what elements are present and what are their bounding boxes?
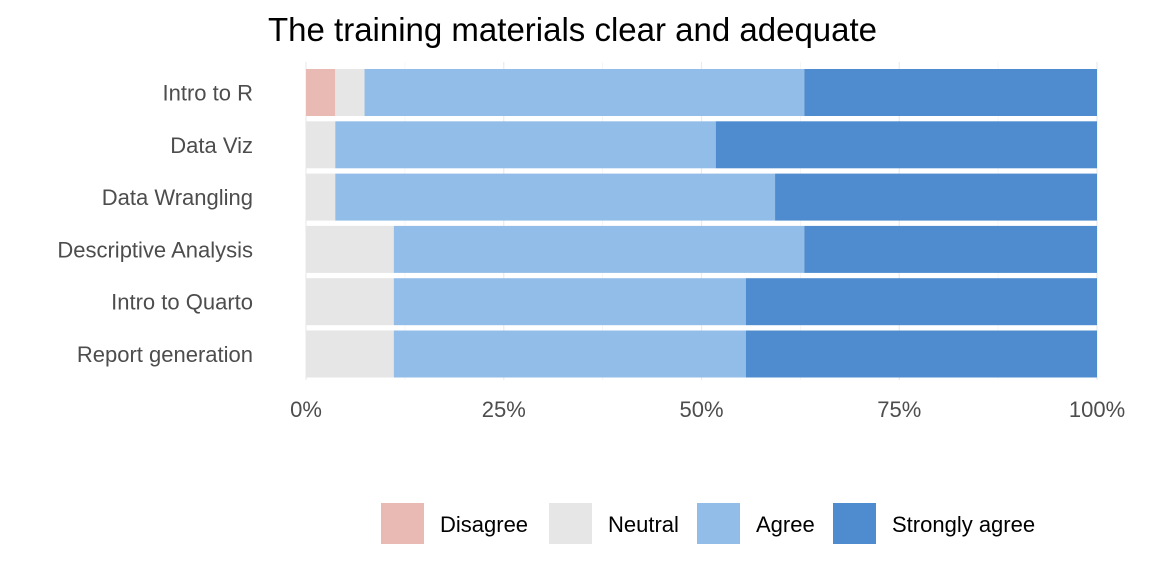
bar-segment-neutral (306, 225, 394, 273)
legend-label: Agree (756, 512, 815, 537)
bar-segment-agree (393, 225, 805, 273)
category-label: Data Viz (170, 133, 253, 158)
bar-segment-strongly-agree (745, 330, 1097, 378)
bars (306, 69, 1097, 378)
bar-segment-neutral (335, 69, 365, 116)
chart-title: The training materials clear and adequat… (268, 11, 877, 48)
legend: Disagree Neutral Agree Strongly agree (381, 503, 1035, 544)
bar-segment-strongly-agree (715, 121, 1097, 169)
bar-segment-agree (335, 121, 716, 169)
bar-segment-strongly-agree (745, 278, 1097, 326)
bar-segment-neutral (306, 173, 336, 221)
category-label: Intro to R (163, 81, 253, 106)
x-tick-labels: 0% 25% 50% 75% 100% (290, 397, 1125, 422)
category-label: Report generation (77, 342, 253, 367)
bar-segment-neutral (306, 278, 394, 326)
legend-key (833, 503, 876, 544)
legend-key (549, 503, 592, 544)
x-tick-label: 0% (290, 397, 322, 422)
category-label: Intro to Quarto (111, 290, 253, 315)
legend-key (381, 503, 424, 544)
bar-segment-disagree (306, 69, 336, 116)
category-label: Data Wrangling (102, 185, 253, 210)
x-tick-label: 50% (679, 397, 723, 422)
x-tick-label: 75% (877, 397, 921, 422)
legend-key (697, 503, 740, 544)
bar-segment-neutral (306, 121, 336, 169)
legend-label: Disagree (440, 512, 528, 537)
x-tick-label: 100% (1069, 397, 1125, 422)
bar-segment-strongly-agree (775, 173, 1097, 221)
bar-segment-agree (335, 173, 776, 221)
bar-segment-strongly-agree (804, 225, 1097, 273)
bar-segment-agree (393, 278, 746, 326)
bar-segment-neutral (306, 330, 394, 378)
legend-label: Strongly agree (892, 512, 1035, 537)
legend-label: Neutral (608, 512, 679, 537)
category-label: Descriptive Analysis (57, 237, 253, 262)
bar-segment-strongly-agree (804, 69, 1097, 116)
category-labels: Intro to R Data Viz Data Wrangling Descript… (57, 81, 253, 368)
bar-segment-agree (393, 330, 746, 378)
bar-segment-agree (364, 69, 805, 116)
x-tick-label: 25% (482, 397, 526, 422)
